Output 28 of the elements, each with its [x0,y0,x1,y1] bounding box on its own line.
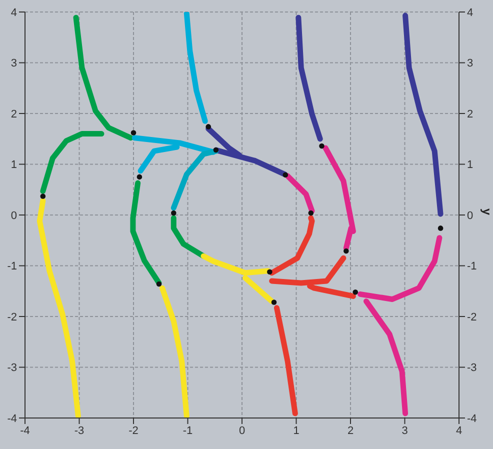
y2-tick-label: 4 [467,6,474,19]
y2-tick-label: -2 [467,311,477,324]
y-tick-label: 4 [10,6,17,19]
y-tick-label: 0 [10,210,17,222]
x-tick-label: -1 [182,424,193,437]
y2-tick-label: -1 [467,260,477,273]
y-tick-label: -3 [7,362,17,374]
y2-tick-label: 3 [467,58,474,70]
x-tick-label: 2 [347,424,354,437]
y-tick-label: -1 [7,260,17,273]
y-tick-label: 3 [10,58,17,70]
x-tick-label: 0 [238,424,246,437]
x-tick-label: -4 [20,424,30,437]
y-tick-label: -4 [7,412,17,425]
y2-tick-label: 0 [467,210,474,222]
y-tick-label: 2 [10,108,17,120]
x-tick-label: -3 [74,424,84,437]
x-tick-label: 3 [402,424,408,437]
x-tick-label: 4 [456,424,462,437]
y2-tick-label: -3 [467,362,477,374]
y2-tick-label: -4 [467,412,477,425]
y2-axis-title: y [480,208,493,216]
x-tick-label: 1 [293,424,300,437]
x-tick-label: -2 [128,424,138,437]
y2-tick-label: 2 [467,108,474,120]
y2-tick-label: 1 [467,159,474,172]
y-tick-label: -2 [7,311,17,324]
y-tick-label: 1 [10,159,17,172]
